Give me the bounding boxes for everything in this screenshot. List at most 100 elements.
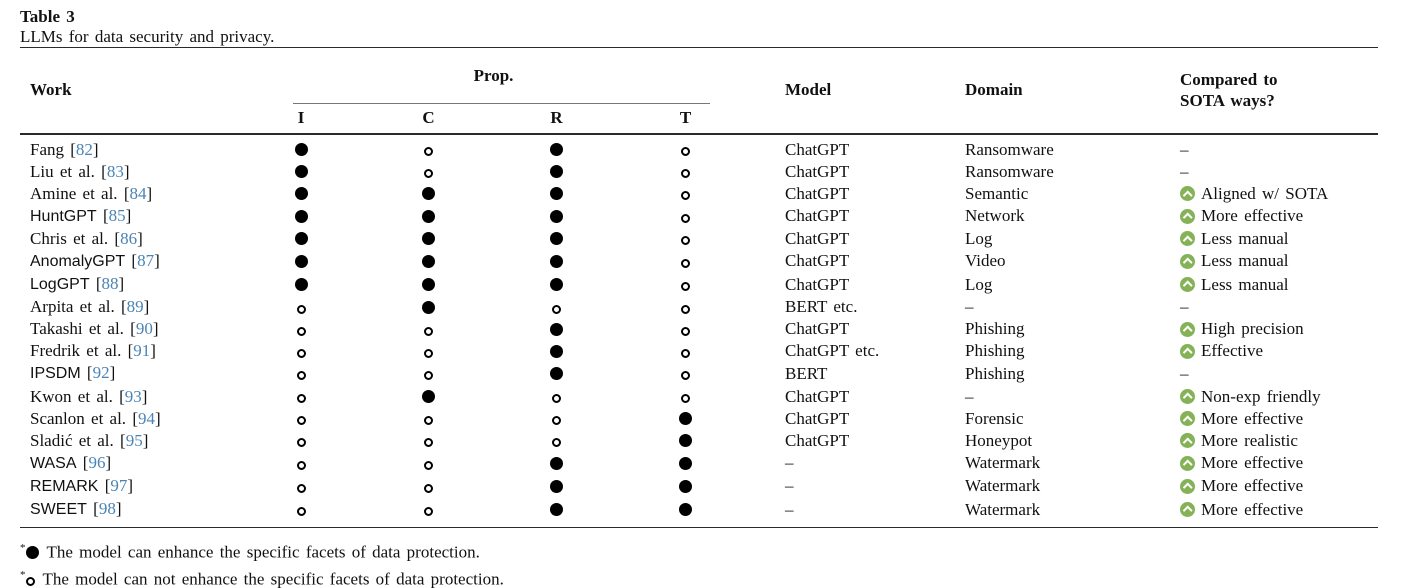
table-footnotes: * The model can enhance the specific face… xyxy=(20,537,1378,588)
prop-t-cell xyxy=(621,498,750,528)
table-row: Amine et al. [84] ChatGPT Semantic Aligned … xyxy=(20,183,1378,205)
prop-i-cell xyxy=(237,498,365,528)
legend-filled-text: The model can enhance the specific facet… xyxy=(46,542,480,562)
compared-cell: More effective xyxy=(1180,498,1378,528)
compared-cell: Less manual xyxy=(1180,228,1378,250)
prop-r-cell xyxy=(492,475,621,498)
open-circle-icon xyxy=(296,483,306,493)
work-name: Sladić et al. xyxy=(30,430,114,450)
compared-text: – xyxy=(1180,363,1189,383)
prop-i-cell xyxy=(237,273,365,296)
work-cell: Sladić et al. [95] xyxy=(30,430,149,450)
citation-link[interactable]: 83 xyxy=(106,161,124,181)
open-circle-icon xyxy=(296,326,306,336)
work-name: HuntGPT xyxy=(30,207,97,225)
prop-t-cell xyxy=(621,228,750,250)
work-cell: Takashi et al. [90] xyxy=(30,319,159,339)
work-cell: Fredrik et al. [91] xyxy=(30,341,156,361)
citation-link[interactable]: 90 xyxy=(135,319,153,339)
col-header-compared: Compared to SOTA ways? xyxy=(1180,48,1378,134)
prop-t-cell xyxy=(621,452,750,475)
citation-link[interactable]: 88 xyxy=(101,274,119,294)
col-header-prop-i: I xyxy=(297,108,305,127)
filled-circle-icon xyxy=(550,503,563,516)
citation-link[interactable]: 85 xyxy=(108,205,126,225)
citation-link[interactable]: 91 xyxy=(133,341,151,361)
table-row: REMARK [97] – Watermark More effective xyxy=(20,475,1378,498)
col-header-compared-line1: Compared to xyxy=(1180,70,1278,90)
open-circle-icon xyxy=(552,438,561,448)
open-circle-icon xyxy=(424,326,433,336)
citation-link[interactable]: 97 xyxy=(110,475,128,495)
open-circle-icon xyxy=(552,304,561,314)
compared-cell: Aligned w/ SOTA xyxy=(1180,183,1378,205)
work-name: Chris et al. xyxy=(30,228,109,248)
col-header-model: Model xyxy=(785,80,832,100)
citation-link[interactable]: 94 xyxy=(137,408,155,428)
prop-i-cell xyxy=(237,340,365,362)
open-circle-icon xyxy=(424,348,433,358)
compared-text: Effective xyxy=(1201,341,1263,361)
prop-r-cell xyxy=(492,498,621,528)
table-row: WASA [96] – Watermark More effective xyxy=(20,452,1378,475)
model-cell: ChatGPT xyxy=(785,408,850,428)
open-circle-icon xyxy=(681,348,690,358)
compared-cell: – xyxy=(1180,134,1378,161)
prop-i-cell xyxy=(237,134,365,161)
model-cell: – xyxy=(785,476,794,496)
compared-cell: Effective xyxy=(1180,340,1378,362)
compared-cell: High precision xyxy=(1180,318,1378,340)
citation-link[interactable]: 87 xyxy=(137,250,155,270)
open-circle-icon xyxy=(681,213,690,223)
work-name: Scanlon et al. xyxy=(30,408,127,428)
citation-link[interactable]: 96 xyxy=(88,452,106,472)
citation-link[interactable]: 82 xyxy=(75,139,93,159)
filled-circle-icon xyxy=(550,187,563,201)
citation-link[interactable]: 89 xyxy=(126,297,144,317)
compared-cell: Non-exp friendly xyxy=(1180,386,1378,408)
domain-cell: Ransomware xyxy=(965,161,1054,181)
citation-link[interactable]: 95 xyxy=(125,430,143,450)
citation-link[interactable]: 92 xyxy=(92,363,110,383)
filled-circle-icon xyxy=(550,232,563,246)
work-name: Fang xyxy=(30,139,64,159)
citation-link[interactable]: 93 xyxy=(124,386,142,406)
prop-c-cell xyxy=(365,250,492,273)
prop-t-cell xyxy=(621,318,750,340)
col-header-prop-r: R xyxy=(550,108,563,127)
open-circle-icon xyxy=(424,438,433,448)
citation-link[interactable]: 84 xyxy=(129,183,147,203)
filled-circle-icon xyxy=(550,322,563,336)
prop-c-cell xyxy=(365,408,492,430)
work-name: AnomalyGPT xyxy=(30,252,126,270)
prop-c-cell xyxy=(365,296,492,318)
prop-i-cell xyxy=(237,408,365,430)
citation-link[interactable]: 98 xyxy=(98,499,116,518)
domain-cell: Honeypot xyxy=(965,430,1033,450)
citation-link[interactable]: 86 xyxy=(120,228,138,248)
work-cell: REMARK [97] xyxy=(30,475,134,495)
open-circle-icon xyxy=(424,507,433,516)
prop-i-cell xyxy=(237,205,365,228)
improvement-up-icon xyxy=(1180,186,1196,202)
improvement-up-icon xyxy=(1180,478,1196,494)
prop-c-cell xyxy=(365,134,492,161)
prop-r-cell xyxy=(492,183,621,205)
filled-circle-icon xyxy=(294,209,308,223)
work-cell: IPSDM [92] xyxy=(30,363,116,383)
work-name: Amine et al. xyxy=(30,183,118,203)
domain-cell: Semantic xyxy=(965,183,1029,203)
open-circle-icon xyxy=(296,304,306,314)
filled-circle-icon xyxy=(422,209,435,223)
prop-i-cell xyxy=(237,318,365,340)
prop-i-cell xyxy=(237,386,365,408)
table-row: Chris et al. [86] ChatGPT Log Less manual xyxy=(20,228,1378,250)
prop-c-cell xyxy=(365,161,492,183)
model-cell: – xyxy=(785,499,794,519)
llm-security-table: Work Prop. Model Domain Compared to SOTA… xyxy=(20,47,1379,528)
legend-open: * The model can not enhance the specific … xyxy=(20,564,1378,588)
prop-c-cell xyxy=(365,183,492,205)
work-cell: Fang [82] xyxy=(30,139,99,159)
filled-circle-icon xyxy=(679,479,692,493)
filled-circle-icon xyxy=(294,187,308,201)
